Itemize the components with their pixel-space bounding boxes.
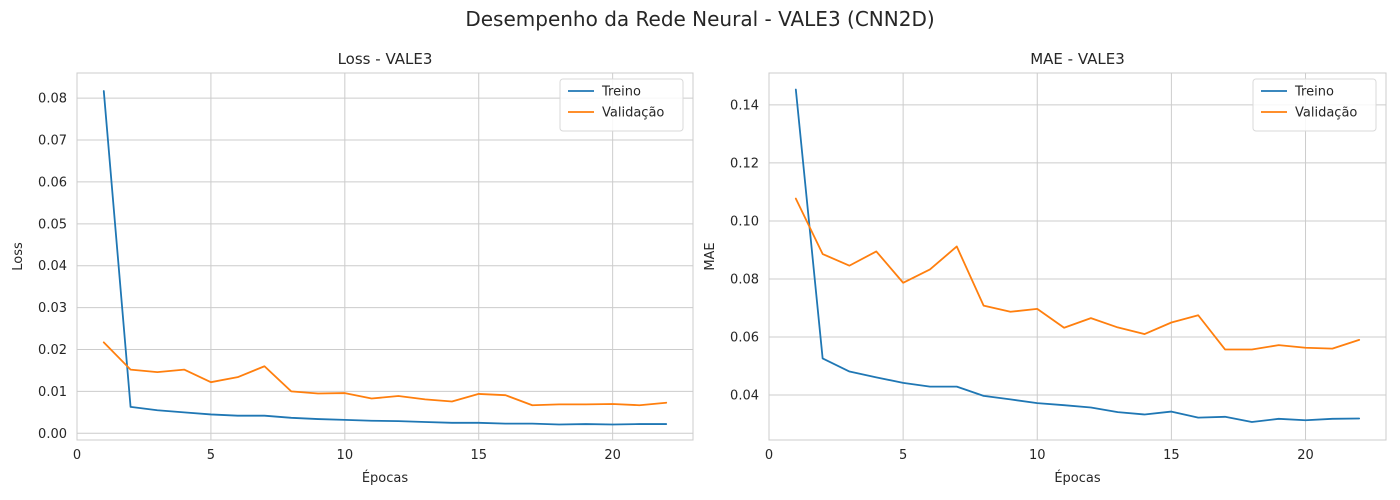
y-tick-label: 0.04 xyxy=(38,259,67,274)
x-tick-label: 5 xyxy=(207,448,215,463)
y-tick-label: 0.03 xyxy=(38,301,67,316)
chart-title: Loss - VALE3 xyxy=(338,50,433,68)
y-axis-label: Loss xyxy=(11,242,26,271)
series-line-treino xyxy=(794,88,1361,423)
y-tick-label: 0.14 xyxy=(730,98,759,113)
y-tick-label: 0.10 xyxy=(730,214,759,229)
y-tick-label: 0.02 xyxy=(38,343,67,358)
plot-area-frame xyxy=(768,72,1387,441)
x-tick-label: 10 xyxy=(337,448,354,463)
y-tick-label: 0.06 xyxy=(730,331,759,346)
legend-frame xyxy=(1252,78,1377,132)
legend-label: Treino xyxy=(1294,85,1334,100)
x-tick-label: 20 xyxy=(1297,448,1314,463)
x-axis-label: Épocas xyxy=(362,470,409,486)
chart-title: MAE - VALE3 xyxy=(1030,50,1125,68)
figure-title: Desempenho da Rede Neural - VALE3 (CNN2D… xyxy=(465,7,934,31)
legend-label: Validação xyxy=(602,106,664,121)
chart-2: 0.04 0.06 0.08 0.10 0.12 0.14 0 5 10 15 20 MAE - VA… xyxy=(703,50,1387,486)
series-line-treino xyxy=(102,90,668,426)
x-tick-label: 15 xyxy=(1163,448,1180,463)
y-tick-label: 0.07 xyxy=(38,134,67,149)
x-tick-label: 15 xyxy=(470,448,487,463)
y-tick-label: 0.00 xyxy=(38,427,67,442)
y-tick-label: 0.05 xyxy=(38,217,67,232)
x-tick-label: 10 xyxy=(1029,448,1046,463)
series-line-validacao xyxy=(794,197,1361,351)
y-tick-label: 0.04 xyxy=(730,389,759,404)
y-tick-label: 0.06 xyxy=(38,175,67,190)
y-tick-label: 0.12 xyxy=(730,156,759,171)
x-tick-label: 20 xyxy=(604,448,621,463)
legend: Treino Validação xyxy=(559,78,684,132)
x-axis-label: Épocas xyxy=(1054,470,1101,486)
y-axis-label: MAE xyxy=(703,242,718,270)
plot-area-frame xyxy=(76,72,694,441)
y-tick-label: 0.08 xyxy=(730,272,759,287)
legend: Treino Validação xyxy=(1252,78,1377,132)
x-tick-label: 0 xyxy=(765,448,773,463)
legend-label: Validação xyxy=(1295,106,1357,121)
legend-frame xyxy=(559,78,684,132)
series-line-validacao xyxy=(102,341,668,407)
chart-1: 0.00 0.01 0.02 0.03 0.04 0.05 0.06 0.07 0.08 0 5 10… xyxy=(11,50,694,486)
y-tick-label: 0.01 xyxy=(38,385,67,400)
x-tick-label: 5 xyxy=(899,448,907,463)
legend-label: Treino xyxy=(601,85,641,100)
x-tick-label: 0 xyxy=(73,448,81,463)
y-tick-label: 0.08 xyxy=(38,92,67,107)
